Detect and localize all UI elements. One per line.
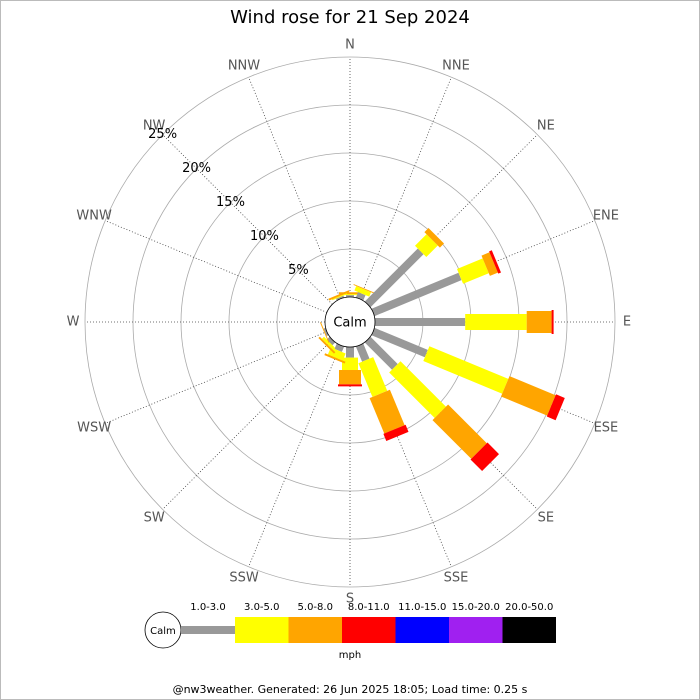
rose-segment [326,336,336,346]
direction-label: NW [143,119,166,134]
footer: @nw3weather. Generated: 26 Jun 2025 18:0… [173,683,528,696]
legend-swatch [235,617,289,643]
rose-segment [364,336,398,370]
legend-label: 8.0-11.0 [348,602,390,613]
rose-segment [354,286,371,297]
rose-segment [481,252,498,276]
legend-swatch [181,626,235,634]
rose-segment [371,327,428,358]
direction-label: SE [538,510,554,525]
chart-title: Wind rose for 21 Sep 2024 [230,7,470,28]
rose-segment [489,250,501,274]
rose-segment [331,293,348,301]
legend-swatch [395,617,449,643]
rose-segment [432,404,487,459]
rose-segment [369,389,405,434]
rose-segment [338,384,362,387]
spoke [105,220,328,313]
ring-label: 20% [182,161,211,176]
legend-label: 5.0-8.0 [298,602,333,613]
direction-label: WNW [76,208,112,223]
spoke [248,344,341,567]
rose-segment [328,290,350,301]
rose-segment [321,336,336,351]
rose-segment [353,284,375,294]
rose-segment [424,228,444,248]
rose-segment [457,258,489,284]
direction-label: ENE [593,208,619,223]
legend-calm-label: Calm [150,626,176,637]
spoke [162,134,333,305]
calm-label: Calm [333,316,366,331]
rose-segment [323,327,329,336]
legend-swatch [288,617,342,643]
legend-label: 15.0-20.0 [452,602,500,613]
rose-segment [526,311,552,333]
rose-segment [465,314,527,330]
legend-label: 1.0-3.0 [190,602,225,613]
ring-label: 15% [216,195,245,210]
ring-label: 25% [148,127,177,142]
legend-swatch [502,617,556,643]
rose-segment [324,353,346,364]
direction-label: NE [537,119,555,134]
calm-circle [324,296,376,348]
legend-swatch [342,617,396,643]
rose-segment [415,234,438,257]
rose-segment [339,370,361,385]
legend-label: 11.0-15.0 [398,602,446,613]
direction-label: E [623,315,631,330]
legend-label: 3.0-5.0 [244,602,279,613]
direction-label: W [67,315,80,330]
rose-segment [551,310,554,334]
legend-swatch [449,617,503,643]
rose-segment [320,322,330,343]
direction-label: S [346,592,354,607]
rose-segment [358,357,388,397]
direction-label: SSE [444,570,469,585]
rose-segment [389,361,446,418]
direction-label: SSW [229,570,259,585]
rose-segment [371,272,462,317]
legend-label: 20.0-50.0 [505,602,553,613]
rose-segment [364,248,424,308]
direction-label: WSW [77,421,111,436]
rose-segment [346,295,354,297]
rose-segment [318,336,336,354]
spoke [162,339,333,510]
direction-label: NNE [442,59,470,74]
direction-label: ESE [594,421,619,436]
rose-segment [355,343,370,362]
ring-label: 10% [250,229,279,244]
direction-label: NNW [228,59,260,74]
direction-label: N [345,38,355,53]
rose-segment [342,357,358,370]
rose-segment [336,295,345,301]
spoke [359,77,452,300]
rose-segment [383,424,409,441]
rose-segment [423,346,509,394]
unit-label: mph [339,650,361,661]
rose-segment [470,442,499,471]
rose-segment [346,347,354,358]
rose-segment [375,318,466,326]
direction-label: SW [144,510,165,525]
ring [84,56,616,588]
spoke [248,77,341,300]
ring-label: 5% [288,263,309,278]
rose-segment [546,394,565,421]
spoke [105,331,328,424]
rose-segment [501,376,556,416]
